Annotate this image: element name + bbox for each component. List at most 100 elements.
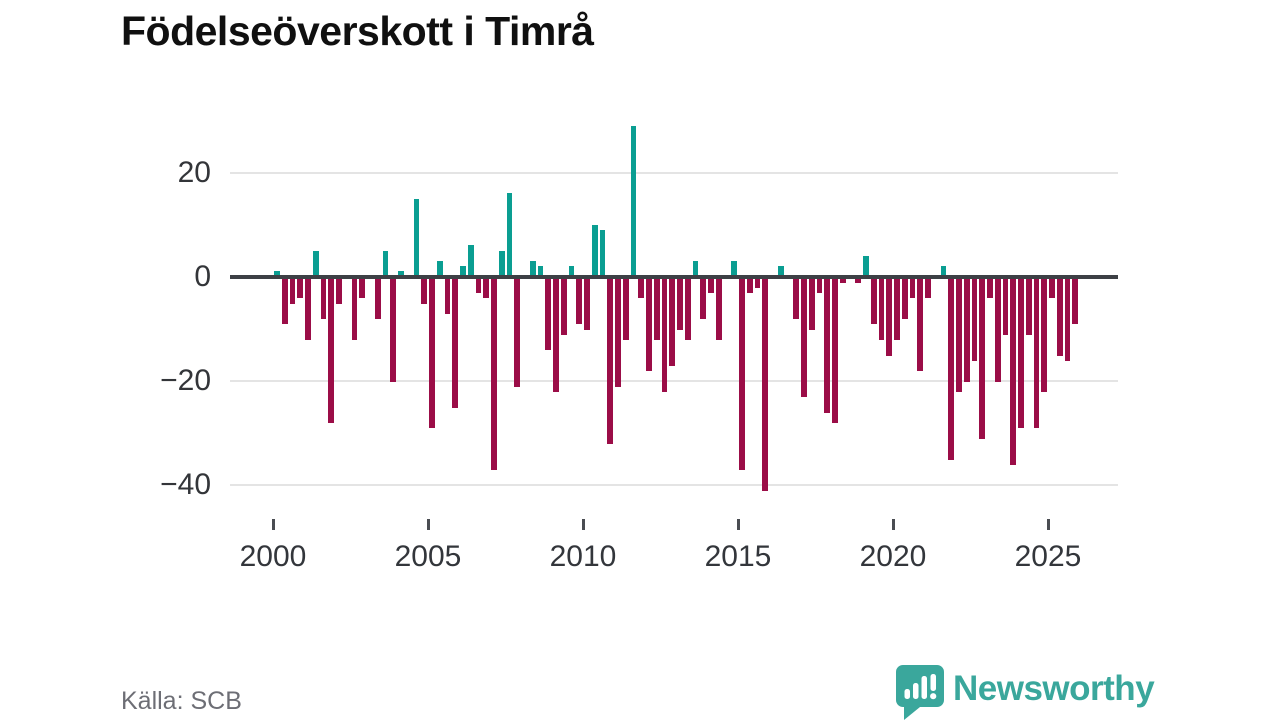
bar-2023Q1 <box>987 277 993 299</box>
bar-2022Q1 <box>956 277 962 392</box>
x-tick-2010 <box>581 519 585 530</box>
bar-2012Q4 <box>669 277 676 366</box>
bar-2024Q1 <box>1018 277 1024 429</box>
bar-2013Q3 <box>692 260 699 277</box>
bar-2012Q2 <box>653 277 660 340</box>
bar-2011Q3 <box>630 125 637 277</box>
bar-2000Q1 <box>274 271 280 277</box>
bar-2002Q4 <box>359 277 366 299</box>
bar-2017Q4 <box>824 277 831 413</box>
bar-2004Q4 <box>421 277 428 304</box>
x-tick-label-2005: 2005 <box>394 540 462 573</box>
bar-2009Q3 <box>568 266 575 277</box>
bar-2023Q4 <box>1010 277 1017 465</box>
bar-2007Q4 <box>514 277 521 387</box>
bar-2006Q4 <box>483 277 490 299</box>
gridline-20 <box>230 171 1118 174</box>
bar-2025Q2 <box>1056 277 1063 356</box>
bar-2000Q4 <box>297 277 304 299</box>
bar-2015Q4 <box>762 277 769 491</box>
bar-2024Q2 <box>1025 277 1032 335</box>
bar-2007Q1 <box>491 277 497 470</box>
bar-2005Q4 <box>452 277 459 408</box>
bar-2006Q1 <box>460 266 466 277</box>
bar-2007Q2 <box>498 250 505 277</box>
bar-2003Q3 <box>382 250 389 277</box>
y-tick-label-20: 20 <box>177 155 211 189</box>
y-tick-label-0: 0 <box>194 259 211 293</box>
bar-2013Q2 <box>684 277 691 340</box>
bar-2018Q1 <box>832 277 838 424</box>
bar-2020Q1 <box>894 277 900 340</box>
bar-2008Q4 <box>545 277 552 351</box>
bar-2019Q1 <box>863 255 869 277</box>
bar-2005Q1 <box>429 277 435 429</box>
bar-2008Q3 <box>537 266 544 277</box>
x-tick-label-2025: 2025 <box>1014 540 1082 573</box>
bar-2019Q3 <box>878 277 885 340</box>
bar-2007Q3 <box>506 193 513 277</box>
bar-2022Q3 <box>971 277 978 361</box>
bar-2021Q1 <box>925 277 931 299</box>
bar-2020Q4 <box>917 277 924 372</box>
y-tick-label--40: −40 <box>160 467 211 501</box>
bar-2020Q3 <box>909 277 916 299</box>
bar-2014Q4 <box>731 260 738 277</box>
bar-2013Q4 <box>700 277 707 320</box>
bar-2011Q2 <box>622 277 629 340</box>
bar-2010Q1 <box>584 277 590 330</box>
bar-2000Q3 <box>289 277 296 304</box>
bar-2017Q2 <box>808 277 815 330</box>
zero-axis-line <box>230 274 1118 279</box>
newsworthy-speech-bubble-chart-icon <box>893 663 947 720</box>
bar-2005Q2 <box>436 260 443 277</box>
bar-2022Q2 <box>963 277 970 382</box>
bar-2000Q2 <box>281 277 288 325</box>
bar-2015Q1 <box>739 277 745 470</box>
x-tick-label-2020: 2020 <box>859 540 927 573</box>
bar-2015Q2 <box>746 277 753 294</box>
bar-2009Q4 <box>576 277 583 325</box>
bar-2016Q4 <box>793 277 800 320</box>
bar-2025Q3 <box>1064 277 1071 361</box>
bar-2002Q1 <box>336 277 342 304</box>
logo-icon-svg <box>896 665 944 720</box>
bar-2024Q4 <box>1041 277 1048 392</box>
bar-2010Q3 <box>599 229 606 277</box>
bar-2003Q4 <box>390 277 397 382</box>
bar-2011Q1 <box>615 277 621 387</box>
bar-2009Q1 <box>553 277 559 392</box>
x-tick-2015 <box>736 519 740 530</box>
x-tick-2020 <box>891 519 895 530</box>
bar-2025Q4 <box>1072 277 1079 325</box>
x-tick-label-2000: 2000 <box>239 540 307 573</box>
bar-2012Q1 <box>646 277 652 372</box>
gridline--20 <box>230 379 1118 382</box>
bar-2001Q2 <box>312 250 319 277</box>
bar-2024Q3 <box>1033 277 1040 429</box>
bar-2023Q2 <box>994 277 1001 382</box>
gridline--40 <box>230 483 1118 486</box>
bar-2001Q4 <box>328 277 335 424</box>
bar-2015Q3 <box>754 277 761 288</box>
bar-2025Q1 <box>1049 277 1055 299</box>
bar-2011Q4 <box>638 277 645 299</box>
bar-2002Q3 <box>351 277 358 340</box>
x-tick-2025 <box>1046 519 1050 530</box>
bar-2017Q3 <box>816 277 823 294</box>
bar-2006Q2 <box>467 245 474 277</box>
y-tick-label--20: −20 <box>160 363 211 397</box>
bar-2010Q4 <box>607 277 614 444</box>
bar-2021Q3 <box>940 266 947 277</box>
bar-2001Q3 <box>320 277 327 320</box>
newsworthy-wordmark: Newsworthy <box>953 669 1155 708</box>
bar-2014Q2 <box>715 277 722 340</box>
bar-2016Q2 <box>777 266 784 277</box>
x-tick-2005 <box>426 519 430 530</box>
bar-2020Q2 <box>901 277 908 320</box>
bar-2018Q2 <box>839 277 846 283</box>
bar-2017Q1 <box>801 277 807 398</box>
x-tick-label-2010: 2010 <box>549 540 617 573</box>
bar-2006Q3 <box>475 277 482 294</box>
